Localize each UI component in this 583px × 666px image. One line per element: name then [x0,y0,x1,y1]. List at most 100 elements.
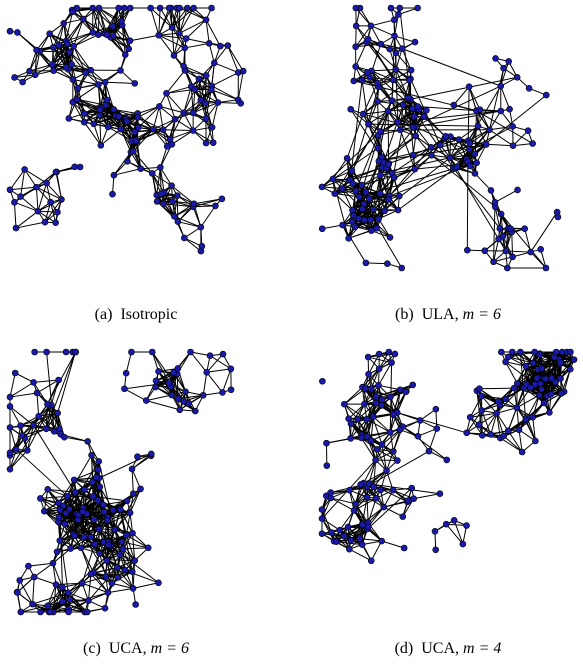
graph-edge [183,65,207,77]
graph-node [6,424,14,431]
graph-node [116,551,124,558]
graph-edge [169,112,185,140]
graph-edge [366,497,369,523]
graph-node [367,22,375,30]
graph-node [542,91,550,99]
graph-edge [414,154,432,170]
graph-edge [32,592,69,605]
graph-node [383,467,390,474]
graph-edge [523,387,545,404]
graph-node [90,120,98,128]
graph-edge [512,130,529,147]
graph-edge [476,110,533,144]
graph-node [190,4,197,12]
graph-edge [362,368,380,388]
graph-node [432,405,440,413]
graph-node [331,190,339,197]
graph-node [464,246,471,254]
graph-node [155,368,162,375]
graph-node [85,597,92,605]
graph-node [463,429,471,437]
caption-b: (b) ULA, m = 6 [318,306,578,324]
graph-node [378,441,386,448]
graph-edge [39,33,51,52]
graph-node [197,96,205,104]
graph-edge [413,493,441,500]
graph-node [414,432,422,440]
graph-edge [82,576,106,584]
graph-node [318,515,326,522]
graph-node [538,386,545,393]
graph-edge [185,19,207,39]
graph-node [350,507,358,514]
graph-edge [526,394,540,418]
graph-edge [367,450,430,487]
graph-edge [15,425,22,450]
graph-edge [553,357,562,379]
graph-node [356,535,364,542]
graph-edge [494,206,547,269]
graph-node [40,507,48,515]
graph-edge [205,118,214,143]
graph-node [385,348,393,356]
graph-edge [88,567,118,602]
graph-edge [53,70,74,80]
graph-edge [46,351,55,432]
graph-node [410,113,418,120]
graph-edge [68,600,89,613]
graph-node [427,144,435,151]
graph-node [355,215,362,222]
graph-node [69,8,76,16]
graph-edge [321,497,332,519]
graph-node [49,44,57,51]
graph-edge [394,35,416,43]
graph-node [336,526,344,534]
graph-edge [214,62,239,74]
graph-edge [453,86,470,106]
graph-node [180,109,188,117]
graph-edge [368,123,479,127]
graph-node [62,63,70,71]
graph-edge [366,419,372,441]
graph-c-nodes [6,348,235,616]
graph-edge [351,221,377,229]
graph-node [352,43,359,51]
graph-node [68,61,75,68]
graph-edge [158,106,164,130]
panel-a-graph [6,4,266,272]
graph-edge [69,461,100,510]
graph-node [56,506,64,514]
graph-node [558,390,565,397]
graph-node [473,159,480,167]
graph-node [557,359,564,366]
graph-node [328,529,335,536]
graph-node [348,167,356,175]
graph-edge [179,19,207,34]
graph-node [103,96,111,104]
graph-edge [450,153,475,159]
graph-edge [173,195,178,217]
graph-node [49,61,56,68]
graph-c-svg [6,348,235,616]
graph-edge [119,509,127,536]
graph-node [65,115,73,122]
graph-node [567,348,574,356]
graph-edge [62,582,83,588]
graph-edge [49,587,63,613]
graph-edge [370,431,391,442]
graph-node [6,27,14,35]
graph-edge [72,78,99,86]
graph-node [171,213,178,220]
graph-edge [90,573,109,593]
graph-node [370,206,377,213]
graph-edge [393,389,401,415]
graph-edge [500,437,523,453]
graph-edge [19,580,34,605]
graph-edge [209,355,232,370]
graph-node [378,153,386,161]
graph-node [407,66,415,74]
graph-node [89,478,96,486]
graph-node [148,348,156,356]
graph-node [208,124,216,131]
graph-node [90,516,98,523]
